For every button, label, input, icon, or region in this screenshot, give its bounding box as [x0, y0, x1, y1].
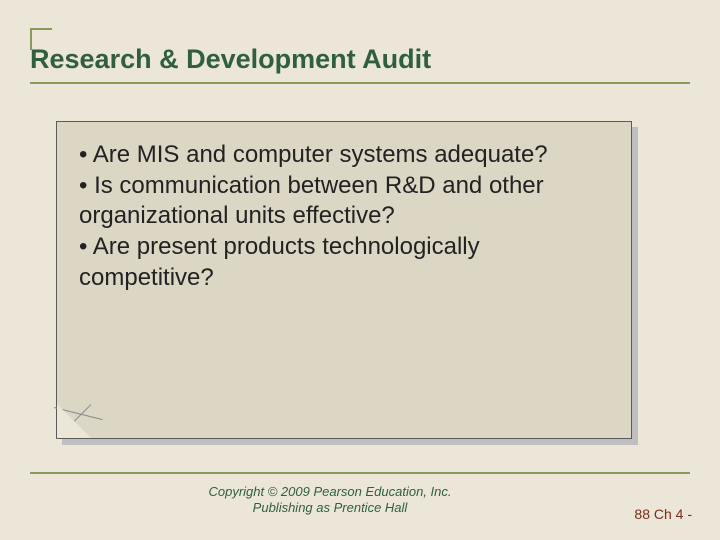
bullet-list: • Are MIS and computer systems adequate?…	[79, 140, 589, 294]
bullet-text: Are present products technologically com…	[79, 233, 480, 291]
chapter-label: Ch 4 -	[654, 506, 692, 522]
page-number-value: 88	[634, 506, 650, 522]
content-box: • Are MIS and computer systems adequate?…	[56, 121, 632, 439]
title-underline	[30, 82, 690, 84]
bullet-text: Are MIS and computer systems adequate?	[93, 141, 548, 168]
bullet-text: Is communication between R&D and other o…	[79, 172, 544, 230]
slide-title: Research & Development Audit	[30, 44, 431, 75]
bullet-item: • Are present products technologically c…	[79, 232, 589, 293]
copyright-text: Copyright © 2009 Pearson Education, Inc.…	[180, 484, 480, 517]
footer-rule	[30, 472, 690, 474]
page-fold-corner	[57, 404, 91, 438]
page-number: 88 Ch 4 -	[634, 506, 692, 522]
bullet-item: • Are MIS and computer systems adequate?	[79, 140, 589, 171]
bullet-item: • Is communication between R&D and other…	[79, 171, 589, 232]
copyright-line-1: Copyright © 2009 Pearson Education, Inc.	[208, 484, 451, 499]
copyright-line-2: Publishing as Prentice Hall	[253, 500, 408, 515]
